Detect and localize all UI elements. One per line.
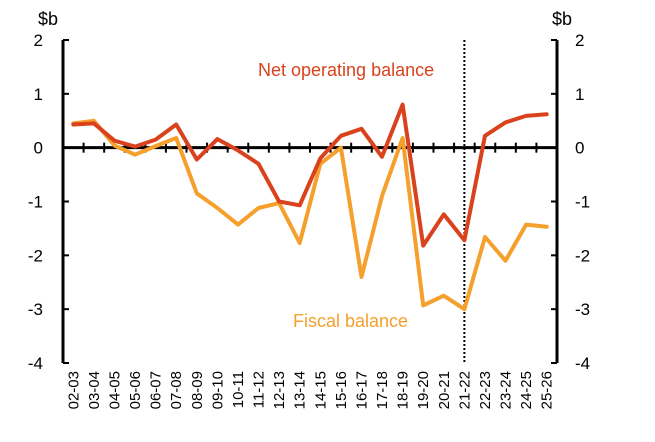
x-tick-label: 05-06 [127,371,144,409]
y-tick-label-left: 1 [34,85,43,104]
x-tick-label: 08-09 [189,371,206,409]
x-tick-label: 21-22 [456,371,473,409]
y-tick-label-right: 1 [575,85,584,104]
series-lines [71,102,549,312]
x-tick-label: 03-04 [86,371,103,409]
right-unit-label: $b [552,9,572,29]
series-label-net-operating-balance: Net operating balance [258,60,434,80]
left-unit-label: $b [38,9,58,29]
series-line-fiscal-balance [71,118,549,312]
right-y-tick-labels: 2 1 0 -1 -2 -3 -4 [575,31,590,373]
x-tick-label: 04-05 [106,371,123,409]
x-tick-label: 14-15 [312,371,329,409]
y-tick-label-right: -1 [575,193,590,212]
x-tick-label: 23-24 [498,371,515,409]
x-tick-label: 20-21 [436,371,453,409]
x-tick-label: 17-18 [374,371,391,409]
y-tick-label-left: -3 [28,300,43,319]
y-tick-label-left: -1 [28,193,43,212]
y-tick-label-right: -2 [575,246,590,265]
x-tick-label: 24-25 [518,371,535,409]
x-tick-label: 06-07 [148,371,165,409]
y-tick-label-right: 0 [575,139,584,158]
x-tick-label: 11-12 [251,371,268,408]
x-tick-label: 16-17 [353,371,370,409]
x-tick-label: 13-14 [292,371,309,409]
axes-group [61,39,559,364]
x-tick-label: 12-13 [271,371,288,409]
y-tick-label-left: 0 [34,139,43,158]
y-tick-label-right: -4 [575,354,590,373]
y-tick-label-left: -2 [28,246,43,265]
x-tick-label: 10-11 [230,371,247,408]
y-tick-label-left: 2 [34,31,43,50]
left-y-tick-labels: 2 1 0 -1 -2 -3 -4 [28,31,43,373]
series-label-fiscal-balance: Fiscal balance [293,311,408,331]
x-tick-label: 18-19 [395,371,412,409]
y-tick-label-right: -3 [575,300,590,319]
x-tick-label: 07-08 [168,371,185,409]
x-tick-labels: 02-03 03-04 04-05 05-06 06-07 07-08 08-09 09-10… [65,371,555,409]
x-tick-label: 15-16 [333,371,350,409]
x-tick-label: 02-03 [65,371,82,409]
x-tick-label: 09-10 [209,371,226,409]
y-tick-label-left: -4 [28,354,43,373]
x-tick-label: 22-23 [477,371,494,409]
series-line-net-operating-balance [71,102,549,248]
x-tick-label: 25-26 [539,371,556,409]
y-tick-label-right: 2 [575,31,584,50]
x-tick-label: 19-20 [415,371,432,409]
